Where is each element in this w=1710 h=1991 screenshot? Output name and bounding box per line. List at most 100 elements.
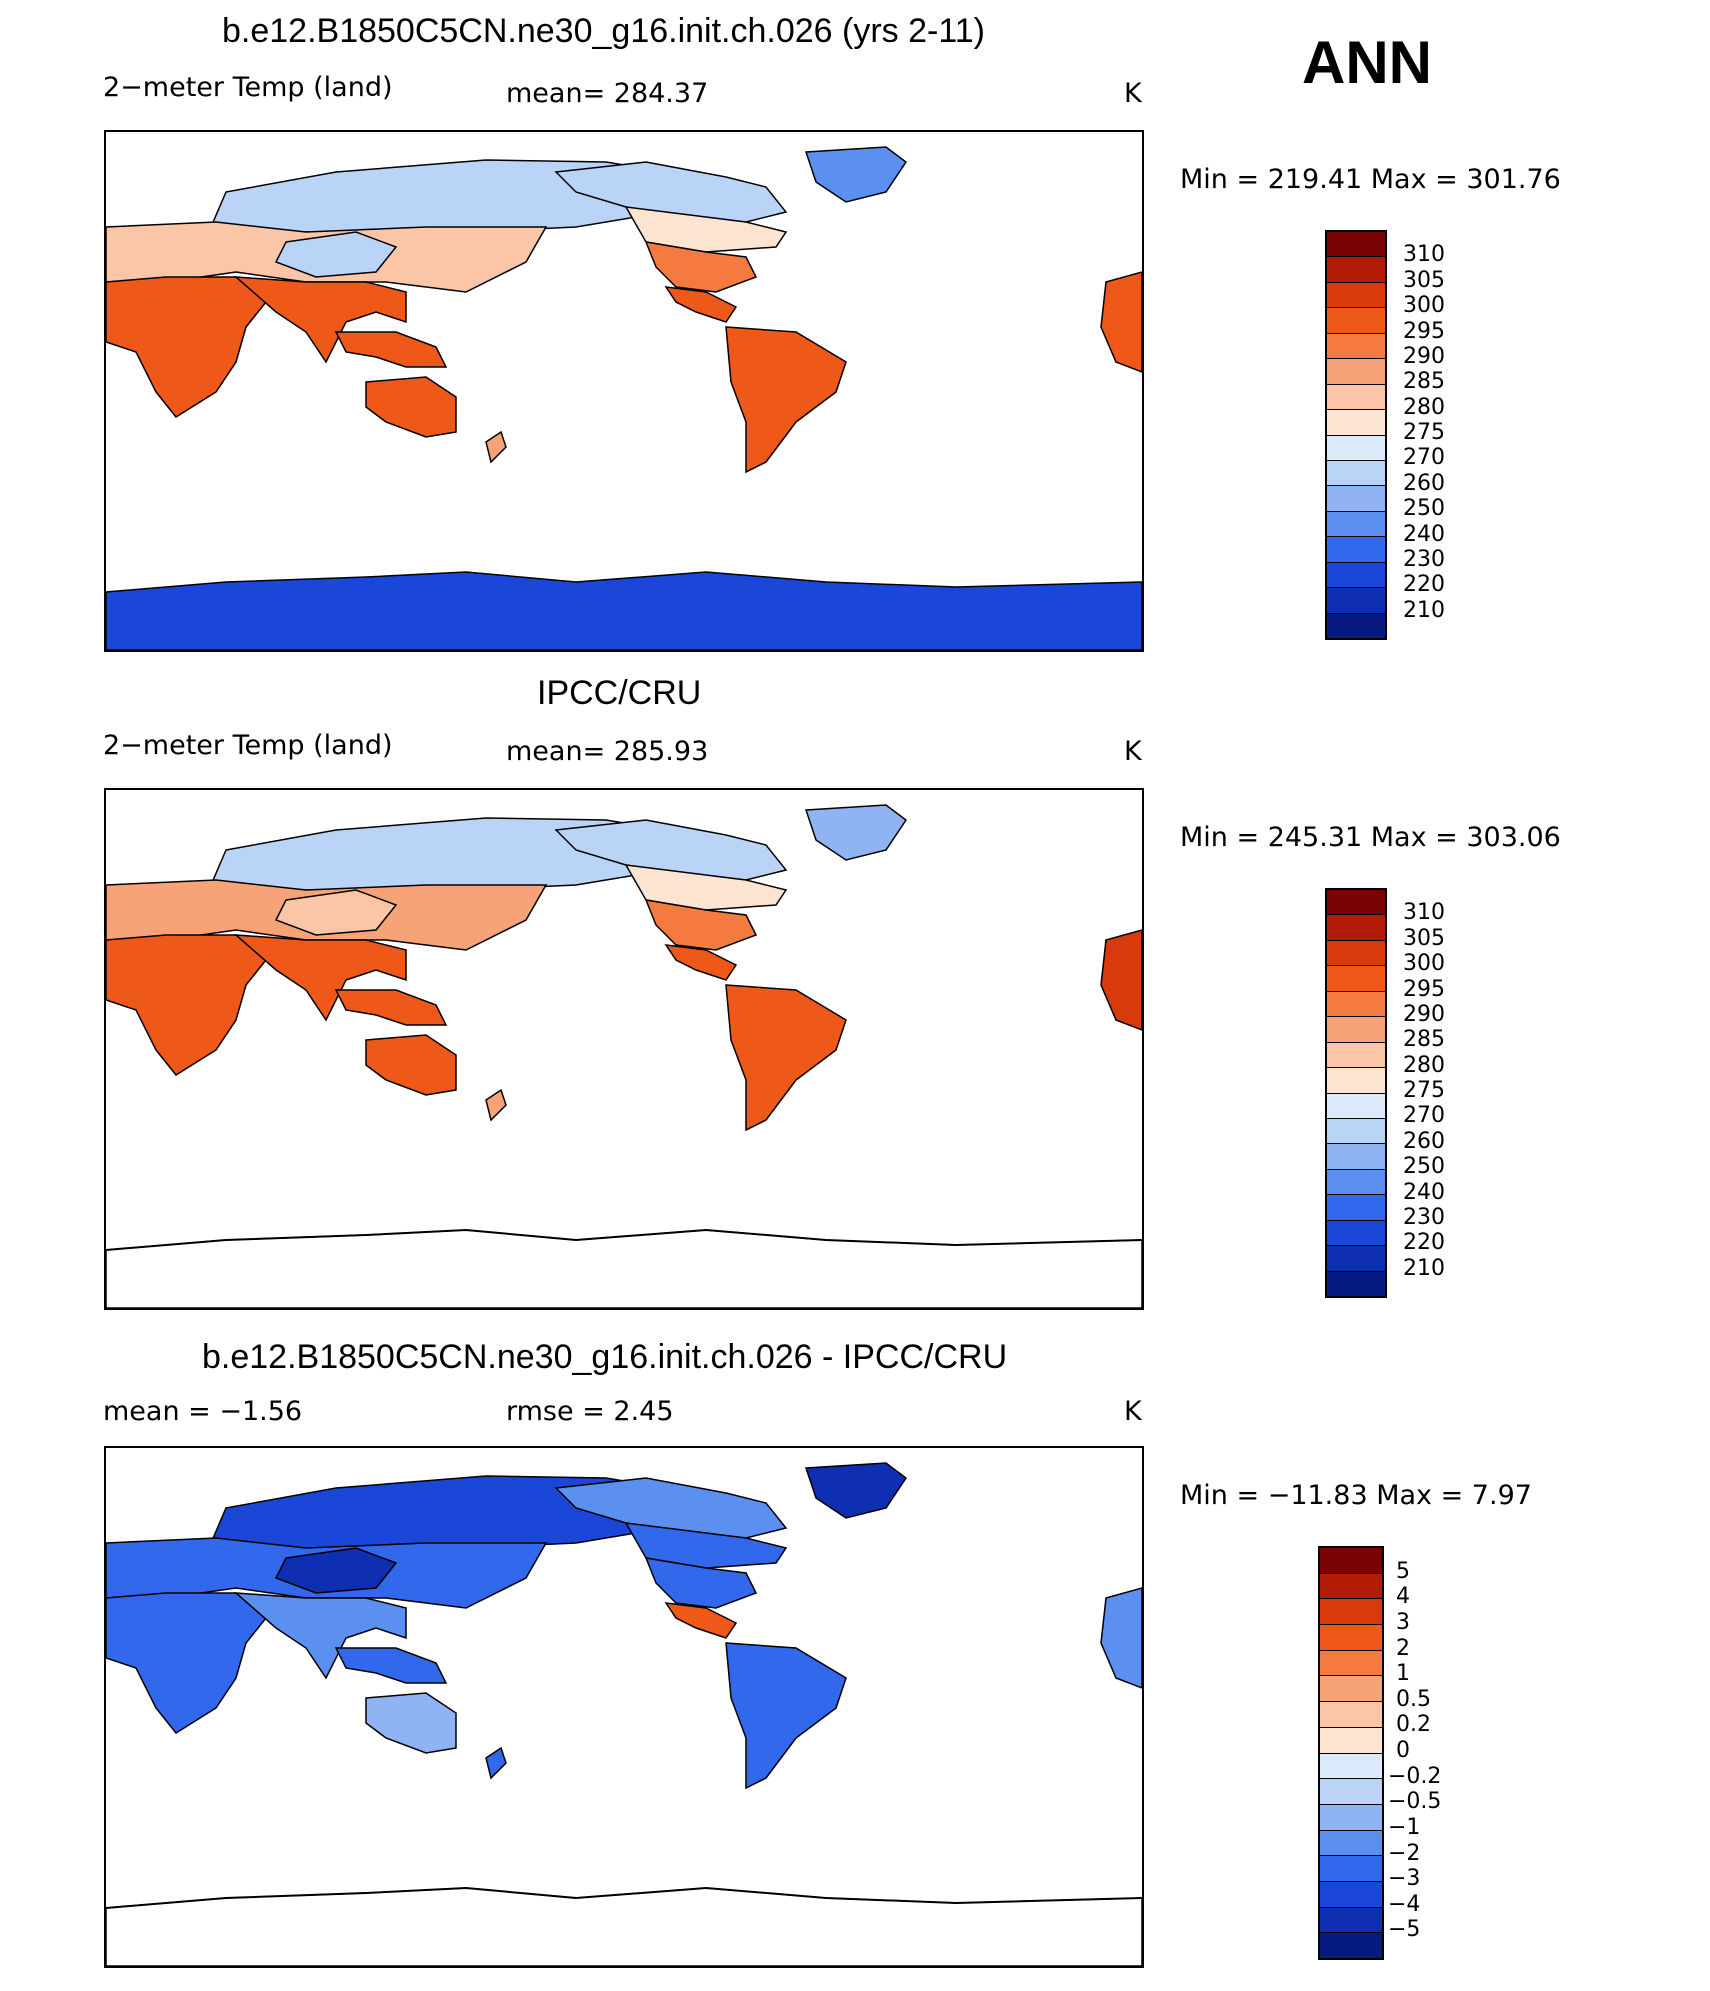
region-new-zealand [485, 1088, 507, 1122]
colorbar-tick-label: 230 [1403, 1204, 1445, 1230]
colorbar-cell [1327, 1219, 1385, 1246]
colorbar-cell [1320, 1855, 1382, 1881]
colorbar-cell [1327, 1143, 1385, 1169]
colorbar-cell [1327, 1092, 1385, 1118]
colorbar-cell [1327, 990, 1385, 1017]
region-australia [365, 376, 457, 438]
colorbar-tick-label: 240 [1403, 1179, 1445, 1205]
region-west-africa-edge [1100, 271, 1142, 373]
panel-3-colorbar-labels: 5 4 3 2 1 0.5 0.2 0 −0.2 −0.5 −1 −2 −3 −4 −5 [1388, 1546, 1476, 1956]
region-south-asia [233, 934, 407, 1022]
region-north-america-south [644, 899, 758, 951]
colorbar-tick-label: 250 [1403, 1154, 1445, 1180]
colorbar-tick-label: 0.2 [1396, 1712, 1431, 1738]
colorbar-tick-label: 250 [1403, 496, 1445, 522]
colorbar-cell [1320, 1880, 1382, 1907]
region-north-america-north [554, 819, 788, 881]
region-south-america [725, 326, 847, 474]
region-tibet [274, 1547, 398, 1594]
panel-3-map-svg [106, 1462, 1142, 1966]
colorbar-cell [1327, 1117, 1385, 1144]
region-tibet [274, 231, 398, 278]
colorbar-cell [1327, 485, 1385, 511]
panel-2-mean-label: mean= 285.93 [506, 736, 709, 767]
colorbar-tick-label: 275 [1403, 1078, 1445, 1103]
region-greenland [804, 804, 908, 861]
region-new-zealand [485, 430, 507, 464]
colorbar-tick-label: 0 [1396, 1738, 1410, 1763]
colorbar-cell [1327, 1168, 1385, 1195]
colorbar-cell [1327, 256, 1385, 282]
colorbar-cell [1327, 1245, 1385, 1271]
panel-2-variable-label: 2−meter Temp (land) [103, 730, 393, 761]
region-maritime [334, 989, 448, 1026]
region-north-america-north [554, 1477, 788, 1539]
colorbar-cell [1320, 1598, 1382, 1625]
panel-2-title: IPCC/CRU [537, 674, 702, 712]
region-tibet [274, 889, 398, 936]
colorbar-tick-label: 210 [1403, 1255, 1445, 1281]
colorbar-tick-label: −5 [1388, 1917, 1421, 1943]
colorbar-tick-label: 305 [1403, 267, 1445, 293]
colorbar-tick-label: 210 [1403, 597, 1445, 623]
colorbar-cell [1327, 1194, 1385, 1220]
colorbar-cell [1327, 510, 1385, 537]
region-central-america [664, 1602, 738, 1639]
region-north-america-south [644, 1557, 758, 1609]
colorbar-cell [1327, 914, 1385, 940]
region-africa [106, 276, 268, 418]
colorbar-tick-label: 260 [1403, 470, 1445, 496]
colorbar-tick-label: 270 [1403, 445, 1445, 471]
panel-3-unit-label: K [1124, 1396, 1142, 1427]
colorbar-tick-label: 270 [1403, 1103, 1445, 1129]
panel-1-colorbar-labels: 310 305 300 295 290 285 280 275 270 260 250 240 230 2… [1403, 230, 1483, 636]
colorbar-cell [1327, 1067, 1385, 1093]
colorbar-cell [1327, 612, 1385, 638]
colorbar-cell [1320, 1726, 1382, 1753]
colorbar-tick-label: 295 [1403, 318, 1445, 344]
colorbar-tick-label: 290 [1403, 1001, 1445, 1027]
panel-1-unit-label: K [1124, 78, 1142, 109]
region-antarctica [106, 571, 1142, 650]
region-north-america-south [644, 241, 758, 293]
region-central-america [664, 944, 738, 981]
colorbar-cell [1320, 1803, 1382, 1830]
region-greenland [804, 146, 908, 203]
colorbar-cell [1320, 1701, 1382, 1727]
colorbar-tick-label: 220 [1403, 572, 1445, 598]
colorbar-cell [1327, 434, 1385, 460]
colorbar-tick-label: 300 [1403, 951, 1445, 977]
panel-3-minmax: Min = −11.83 Max = 7.97 [1180, 1480, 1532, 1511]
region-maritime [334, 1647, 448, 1684]
panel-1-variable-label: 2−meter Temp (land) [103, 72, 393, 103]
panel-3-mean-label: mean = −1.56 [103, 1396, 303, 1427]
panel-1-minmax: Min = 219.41 Max = 301.76 [1180, 164, 1561, 195]
panel-1-title: b.e12.B1850C5CN.ne30_g16.init.ch.026 (yr… [222, 12, 985, 50]
region-new-zealand [485, 1746, 507, 1780]
colorbar-cell [1320, 1572, 1382, 1599]
colorbar-cell [1327, 383, 1385, 410]
colorbar-cell [1327, 409, 1385, 435]
antarctica-coastline [106, 1228, 1142, 1251]
colorbar-tick-label: 285 [1403, 1027, 1445, 1053]
colorbar-cell [1327, 358, 1385, 384]
colorbar-tick-label: 240 [1403, 521, 1445, 547]
panel-1-mean-label: mean= 284.37 [506, 78, 709, 109]
colorbar-cell [1327, 232, 1385, 257]
panel-2-map-svg [106, 804, 1142, 1308]
region-south-asia [233, 276, 407, 364]
colorbar-cell [1327, 307, 1385, 333]
colorbar-cell [1320, 1906, 1382, 1933]
colorbar-cell [1327, 536, 1385, 562]
colorbar-cell [1320, 1649, 1382, 1676]
colorbar-tick-label: −0.5 [1388, 1789, 1442, 1815]
colorbar-tick-label: 285 [1403, 369, 1445, 395]
region-south-america [725, 984, 847, 1132]
colorbar-cell [1320, 1829, 1382, 1856]
region-south-asia [233, 1592, 407, 1680]
colorbar-tick-label: 275 [1403, 420, 1445, 445]
colorbar-cell [1327, 1270, 1385, 1296]
region-west-africa-edge [1100, 1587, 1142, 1689]
region-maritime [334, 331, 448, 368]
panel-1-colorbar [1325, 230, 1387, 640]
